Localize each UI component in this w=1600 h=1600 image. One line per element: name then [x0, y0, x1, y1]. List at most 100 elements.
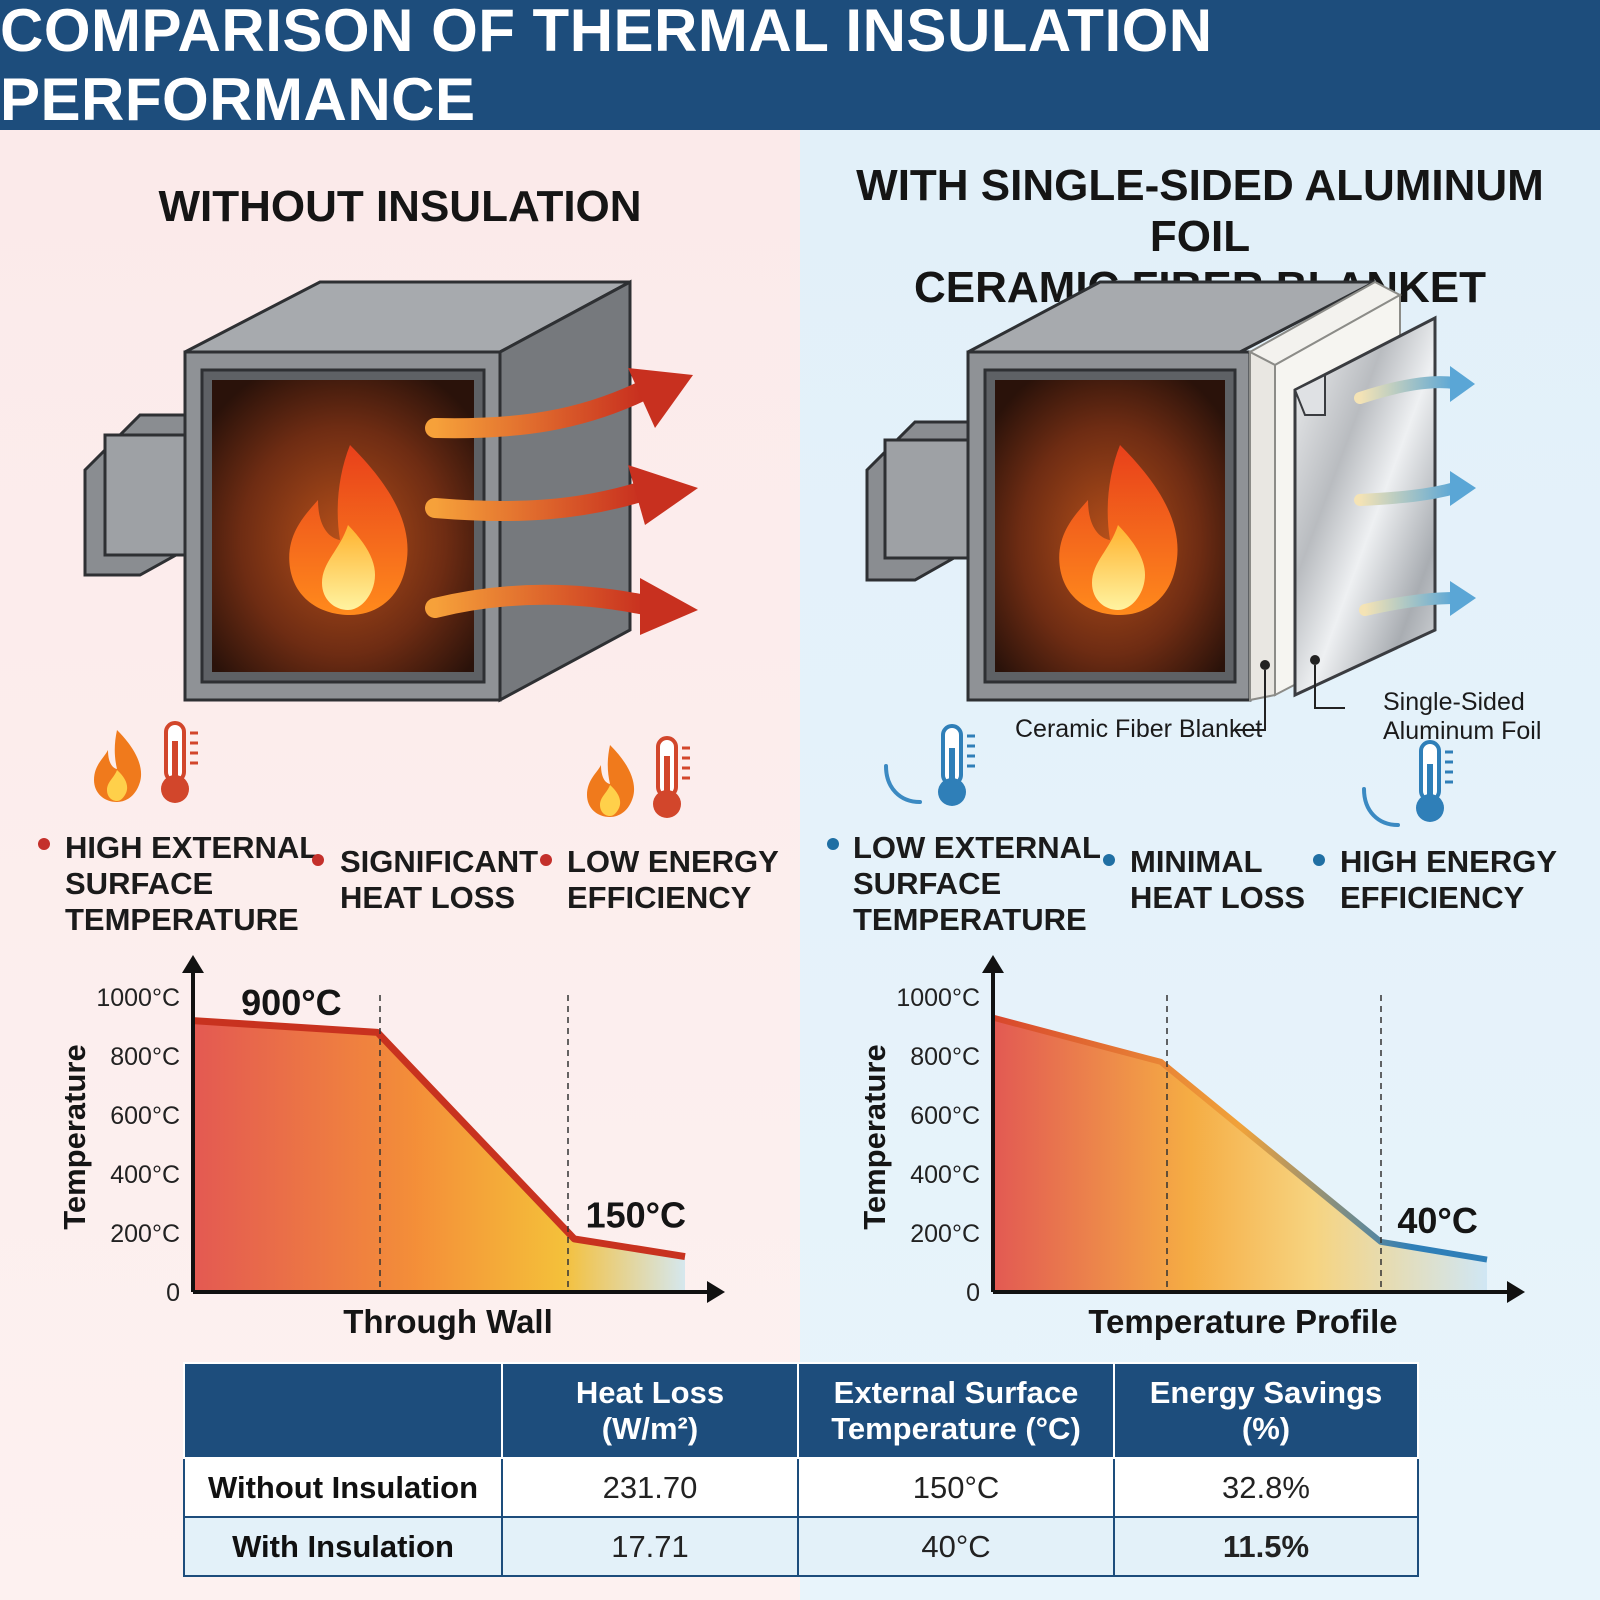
thermometer-hot-icon: [653, 736, 690, 818]
bullet-line: SIGNIFICANT: [340, 844, 539, 879]
table-header-surface-temp: External Surface Temperature (°C): [797, 1362, 1115, 1459]
bullet-dot: [38, 838, 50, 850]
header-line: (%): [1241, 1410, 1291, 1446]
fire-icon: [1059, 445, 1178, 615]
y-tick-label: 200°C: [110, 1220, 180, 1248]
bullet-high-efficiency: HIGH ENERGY EFFICIENCY: [1340, 844, 1557, 916]
y-tick-label: 1000°C: [896, 984, 980, 1012]
header-line: Temperature (°C): [831, 1410, 1081, 1446]
header-line: Heat Loss: [575, 1374, 725, 1410]
bullet-line: HEAT LOSS: [340, 880, 516, 915]
left-panel: WITHOUT INSULATION: [0, 130, 800, 1600]
x-axis-arrow: [707, 1281, 725, 1303]
bullet-line: SURFACE: [853, 866, 1002, 901]
row-label: Without Insulation: [183, 1457, 503, 1518]
cold-wave-icon: [1362, 787, 1400, 827]
x-axis-arrow: [1507, 1281, 1525, 1303]
header-bar: COMPARISON OF THERMAL INSULATION PERFORM…: [0, 0, 1600, 133]
bullet-heat-loss: SIGNIFICANT HEAT LOSS: [340, 844, 538, 916]
y-tick-label: 600°C: [910, 1102, 980, 1130]
bullet-energy-efficiency: LOW ENERGY EFFICIENCY: [567, 844, 779, 916]
fire-icon: [289, 445, 408, 615]
right-panel: WITH SINGLE-SIDED ALUMINUM FOIL CERAMIC …: [800, 130, 1600, 1600]
page-title: COMPARISON OF THERMAL INSULATION PERFORM…: [0, 0, 1213, 133]
cell-savings: 11.5%: [1113, 1516, 1419, 1577]
cell-savings: 32.8%: [1113, 1457, 1419, 1518]
bullet-high-surface-temp: HIGH EXTERNAL SURFACE TEMPERATURE: [65, 830, 318, 938]
data-label: 900°C: [241, 982, 341, 1023]
chart-line: [192, 1017, 686, 1261]
table-header-empty: [183, 1362, 503, 1459]
bullet-line: EFFICIENCY: [1340, 880, 1525, 915]
bullet-line: HIGH ENERGY: [1340, 844, 1558, 879]
y-tick-label: 800°C: [910, 1043, 980, 1071]
y-tick-label: 0: [166, 1279, 180, 1307]
bullet-line: TEMPERATURE: [65, 902, 299, 937]
row-label: With Insulation: [183, 1516, 503, 1577]
cell-heat-loss: 17.71: [501, 1516, 799, 1577]
fire-icon: [587, 745, 635, 817]
x-axis-label: Temperature Profile: [1088, 1303, 1397, 1340]
heat-arrow-icon: [425, 368, 698, 635]
thermometer-cold-icon: [1416, 740, 1453, 822]
header-line: (W/m²): [601, 1410, 699, 1446]
bullet-line: LOW ENERGY: [567, 844, 779, 879]
x-axis-label: Through Wall: [343, 1303, 553, 1340]
thermometer-cold-icon: [938, 724, 975, 806]
fire-icon: [94, 730, 142, 802]
table-header-heat-loss: Heat Loss (W/m²): [501, 1362, 799, 1459]
left-heading: WITHOUT INSULATION: [158, 182, 642, 231]
cold-wave-icon: [884, 764, 922, 804]
chart-line: [992, 1014, 1488, 1263]
y-axis-arrow: [982, 955, 1004, 973]
y-axis-label: Temperature: [57, 1044, 92, 1230]
table-header-row: Heat Loss (W/m²) External Surface Temper…: [183, 1362, 1419, 1459]
y-tick-label: 400°C: [110, 1161, 180, 1189]
heat-arrow-icon: [1354, 366, 1476, 616]
bullet-dot: [312, 854, 324, 866]
y-tick-label: 200°C: [910, 1220, 980, 1248]
table-row: With Insulation 17.71 40°C 11.5%: [183, 1516, 1419, 1577]
y-tick-label: 600°C: [110, 1102, 180, 1130]
y-tick-label: 0: [966, 1279, 980, 1307]
cell-heat-loss: 231.70: [501, 1457, 799, 1518]
bullet-dot: [540, 854, 552, 866]
bullet-minimal-heat-loss: MINIMAL HEAT LOSS: [1130, 844, 1305, 916]
thermometer-hot-icon: [161, 721, 198, 803]
chart-area: [193, 1020, 685, 1292]
callout-aluminum-foil: Single-Sided Aluminum Foil: [1383, 688, 1541, 746]
bullet-line: HIGH EXTERNAL: [65, 830, 319, 865]
bullet-line: TEMPERATURE: [853, 902, 1087, 937]
bullet-line: EFFICIENCY: [567, 880, 752, 915]
y-axis-label: Temperature: [857, 1044, 892, 1230]
data-label: 150°C: [586, 1194, 686, 1235]
table-row: Without Insulation 231.70 150°C 32.8%: [183, 1457, 1419, 1518]
data-label: 40°C: [1397, 1200, 1477, 1241]
header-line: External Surface: [833, 1374, 1079, 1410]
y-axis-arrow: [182, 955, 204, 973]
header-line: Energy Savings: [1149, 1374, 1383, 1410]
comparison-table: Heat Loss (W/m²) External Surface Temper…: [183, 1362, 1419, 1577]
cell-surface-temp: 40°C: [797, 1516, 1115, 1577]
furnace-insulated: [865, 280, 1476, 827]
callout-line: Aluminum Foil: [1383, 717, 1542, 745]
right-heading-line: WITH SINGLE-SIDED ALUMINUM FOIL: [856, 161, 1544, 261]
y-tick-label: 1000°C: [96, 984, 180, 1012]
chart-area: [993, 1017, 1487, 1292]
bullet-line: MINIMAL: [1130, 844, 1263, 879]
bullet-line: HEAT LOSS: [1130, 880, 1306, 915]
bullet-dot: [827, 838, 839, 850]
callout-ceramic-blanket: Ceramic Fiber Blanket: [1015, 715, 1263, 743]
furnace-uninsulated: [83, 279, 698, 818]
bullet-dot: [1103, 854, 1115, 866]
bullet-low-surface-temp: LOW EXTERNAL SURFACE TEMPERATURE: [853, 830, 1101, 938]
bullet-line: LOW EXTERNAL: [853, 830, 1101, 865]
table-header-energy-savings: Energy Savings (%): [1113, 1362, 1419, 1459]
callout-line: Single-Sided: [1383, 688, 1525, 716]
cell-surface-temp: 150°C: [797, 1457, 1115, 1518]
bullet-line: SURFACE: [65, 866, 214, 901]
y-tick-label: 400°C: [910, 1161, 980, 1189]
y-tick-label: 800°C: [110, 1043, 180, 1071]
bullet-dot: [1313, 854, 1325, 866]
